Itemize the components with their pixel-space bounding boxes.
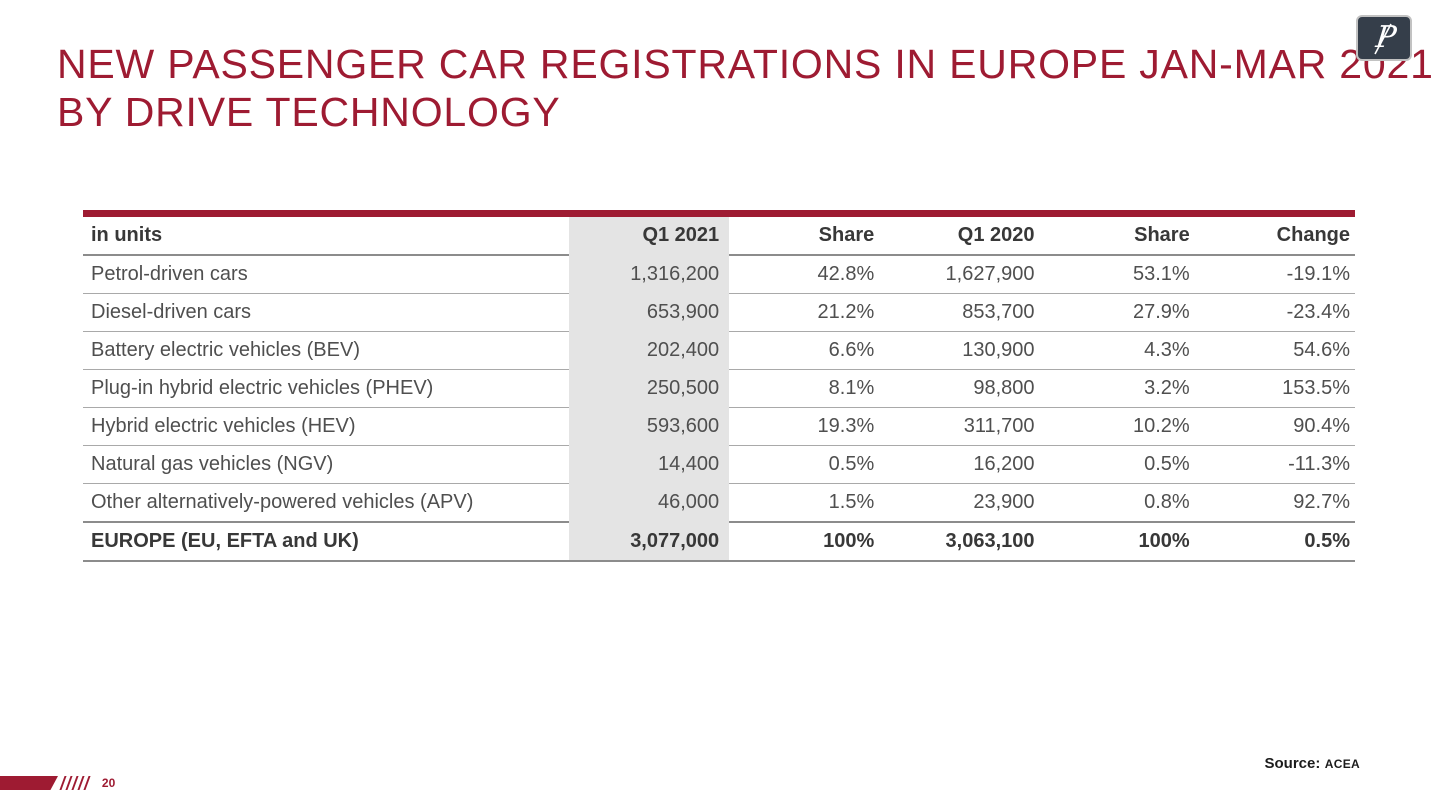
row-value-cell: 1.5% xyxy=(729,483,880,523)
table-row: Plug-in hybrid electric vehicles (PHEV) 2… xyxy=(83,369,1355,408)
row-value-cell: 202,400 xyxy=(568,331,730,370)
row-value-cell: 16,200 xyxy=(879,445,1040,484)
footer-brand-mark: 20 xyxy=(0,776,115,790)
row-value-cell: 4.3% xyxy=(1039,331,1195,370)
col-header-change: Change xyxy=(1194,213,1355,256)
row-value-cell: 6.6% xyxy=(729,331,880,370)
row-value-cell: 53.1% xyxy=(1039,255,1195,294)
row-value-cell: 593,600 xyxy=(568,407,730,446)
table-row: Natural gas vehicles (NGV) 14,400 0.5% 16,2… xyxy=(83,445,1355,484)
table-row: Hybrid electric vehicles (HEV) 593,600 19.… xyxy=(83,407,1355,446)
row-value-cell: -19.1% xyxy=(1194,255,1355,294)
col-header-share-2021: Share xyxy=(729,213,880,256)
table-row: Diesel-driven cars 653,900 21.2% 853,700 27.… xyxy=(83,293,1355,332)
row-label-cell: Natural gas vehicles (NGV) xyxy=(83,445,569,484)
row-value-cell: 1,316,200 xyxy=(568,255,730,294)
row-label-cell: Battery electric vehicles (BEV) xyxy=(83,331,569,370)
row-value-cell: 14,400 xyxy=(568,445,730,484)
row-value-cell: 8.1% xyxy=(729,369,880,408)
row-label-cell: Plug-in hybrid electric vehicles (PHEV) xyxy=(83,369,569,408)
row-value-cell: 0.5% xyxy=(1194,521,1355,562)
row-value-cell: 19.3% xyxy=(729,407,880,446)
row-value-cell: 27.9% xyxy=(1039,293,1195,332)
row-value-cell: 100% xyxy=(729,521,880,562)
row-value-cell: 10.2% xyxy=(1039,407,1195,446)
row-value-cell: -11.3% xyxy=(1194,445,1355,484)
footer-slashes-icon xyxy=(59,776,92,790)
col-header-in-units: in units xyxy=(83,213,569,256)
row-value-cell: 3,077,000 xyxy=(568,521,730,562)
row-value-cell: 23,900 xyxy=(879,483,1040,523)
row-value-cell: 92.7% xyxy=(1194,483,1355,523)
source-note: Source: ACEA xyxy=(1264,755,1360,773)
table-row: Other alternatively-powered vehicles (AP… xyxy=(83,483,1355,523)
row-label-cell: Petrol-driven cars xyxy=(83,255,569,294)
table-body: Petrol-driven cars 1,316,200 42.8% 1,627,90… xyxy=(83,255,1355,562)
row-label-cell: Hybrid electric vehicles (HEV) xyxy=(83,407,569,446)
row-value-cell: 21.2% xyxy=(729,293,880,332)
logo-p-icon: P xyxy=(1373,20,1399,55)
source-value: ACEA xyxy=(1324,757,1360,771)
row-value-cell: 3,063,100 xyxy=(879,521,1040,562)
row-label-cell: Diesel-driven cars xyxy=(83,293,569,332)
page-title-line1: NEW PASSENGER CAR REGISTRATIONS IN EUROP… xyxy=(57,41,1434,87)
row-value-cell: 853,700 xyxy=(879,293,1040,332)
page-title: NEW PASSENGER CAR REGISTRATIONS IN EUROP… xyxy=(57,40,1434,136)
row-value-cell: 311,700 xyxy=(879,407,1040,446)
row-label-cell: EUROPE (EU, EFTA and UK) xyxy=(83,521,569,562)
registrations-table: in units Q1 2021 Share Q1 2020 Share Cha… xyxy=(83,210,1355,562)
row-value-cell: 42.8% xyxy=(729,255,880,294)
source-label: Source: xyxy=(1264,755,1321,772)
row-value-cell: 3.2% xyxy=(1039,369,1195,408)
row-value-cell: 0.5% xyxy=(729,445,880,484)
row-value-cell: 100% xyxy=(1039,521,1195,562)
row-value-cell: 0.8% xyxy=(1039,483,1195,523)
col-header-q1-2021: Q1 2021 xyxy=(568,213,730,256)
col-header-share-2020: Share xyxy=(1039,213,1195,256)
page-number: 20 xyxy=(101,776,116,790)
col-header-q1-2020: Q1 2020 xyxy=(879,213,1040,256)
row-value-cell: 153.5% xyxy=(1194,369,1355,408)
row-value-cell: 1,627,900 xyxy=(879,255,1040,294)
row-value-cell: 90.4% xyxy=(1194,407,1355,446)
row-value-cell: 653,900 xyxy=(568,293,730,332)
table-header-row: in units Q1 2021 Share Q1 2020 Share Cha… xyxy=(83,213,1355,256)
row-value-cell: -23.4% xyxy=(1194,293,1355,332)
row-value-cell: 250,500 xyxy=(568,369,730,408)
row-value-cell: 46,000 xyxy=(568,483,730,523)
row-label-cell: Other alternatively-powered vehicles (AP… xyxy=(83,483,569,523)
row-value-cell: 0.5% xyxy=(1039,445,1195,484)
table-row: Battery electric vehicles (BEV) 202,400 6.… xyxy=(83,331,1355,370)
row-value-cell: 98,800 xyxy=(879,369,1040,408)
row-value-cell: 54.6% xyxy=(1194,331,1355,370)
table-header: in units Q1 2021 Share Q1 2020 Share Cha… xyxy=(83,213,1355,256)
footer-red-bar-icon xyxy=(0,776,58,790)
brand-logo: P xyxy=(1356,15,1412,61)
row-value-cell: 130,900 xyxy=(879,331,1040,370)
page-title-line2: BY DRIVE TECHNOLOGY xyxy=(57,89,561,135)
table-row: Petrol-driven cars 1,316,200 42.8% 1,627,90… xyxy=(83,255,1355,294)
table-total-row: EUROPE (EU, EFTA and UK) 3,077,000 100% 3,0… xyxy=(83,521,1355,562)
